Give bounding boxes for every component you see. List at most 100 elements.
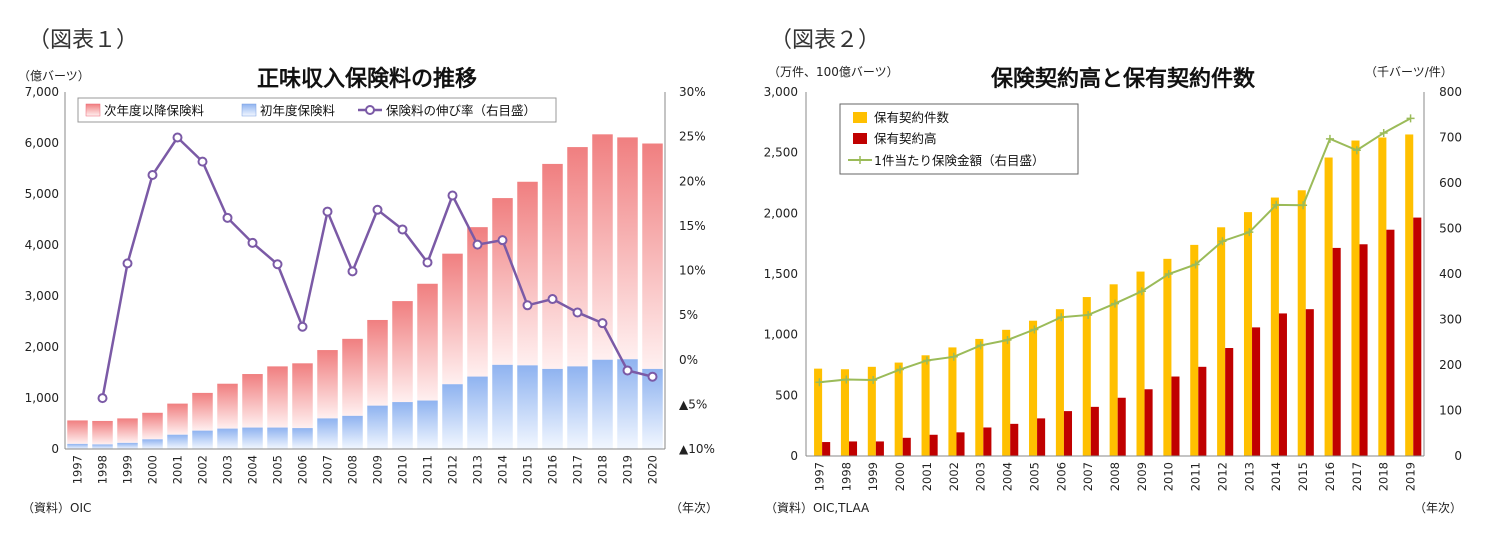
figure-1-y2-tick-label: 15% bbox=[679, 219, 706, 233]
legend-swatch-renewal bbox=[85, 103, 101, 117]
bar-sum-insured bbox=[848, 441, 858, 456]
bar-sum-insured bbox=[1332, 247, 1341, 456]
bar-first-year-premium bbox=[167, 434, 188, 449]
bar-renewal-premium bbox=[317, 350, 338, 419]
growth-rate-point bbox=[122, 258, 133, 269]
amount-per-policy-point bbox=[976, 341, 985, 350]
growth-rate-point bbox=[222, 212, 233, 223]
bar-sum-insured bbox=[1090, 406, 1099, 456]
bar-sum-insured bbox=[1144, 389, 1153, 456]
figure-2-title: 保険契約高と保有契約件数 bbox=[990, 66, 1256, 92]
figure-2-x-tick-label: 2012 bbox=[1215, 462, 1229, 491]
amount-per-policy-point bbox=[1325, 134, 1334, 143]
bar-first-year-premium bbox=[542, 368, 563, 449]
figure-2-x-tick-label: 2002 bbox=[947, 462, 961, 491]
growth-rate-point bbox=[297, 321, 308, 332]
amount-per-policy-point bbox=[842, 375, 851, 384]
figure-2-x-tick-label: 2010 bbox=[1162, 462, 1176, 491]
amount-per-policy-point bbox=[1057, 313, 1066, 322]
figure-2-x-axis: 1997 1998 1999 2000 2001 2002 2003 2004 2005 2006… bbox=[812, 462, 1417, 491]
bar-sum-insured bbox=[1386, 229, 1395, 456]
bar-first-year-premium bbox=[242, 427, 263, 449]
figure-2-x-tick-label: 2004 bbox=[1001, 462, 1015, 491]
figure-2-x-tick-label: 2008 bbox=[1108, 462, 1122, 491]
bar-first-year-premium bbox=[517, 365, 538, 449]
figure-2-label: （図表２） bbox=[770, 28, 880, 53]
bar-renewal-premium bbox=[417, 283, 438, 401]
figure-2-x-tick-label: 2014 bbox=[1269, 462, 1283, 491]
figure-2-x-tick-label: 2009 bbox=[1135, 462, 1149, 491]
bar-policies-in-force bbox=[1082, 297, 1091, 456]
bar-renewal-premium bbox=[617, 137, 638, 360]
bar-policies-in-force bbox=[867, 366, 876, 456]
figure-2-y-tick-label: 1,000 bbox=[764, 328, 798, 342]
amount-per-policy-point bbox=[1164, 270, 1173, 278]
figure-2-y-tick-label: 1,500 bbox=[764, 267, 798, 281]
bar-sum-insured bbox=[1225, 348, 1234, 456]
legend-label-renewal: 次年度以降保険料 bbox=[104, 103, 205, 118]
figure-1-x-tick-label: 2010 bbox=[396, 455, 410, 484]
growth-rate-point bbox=[347, 266, 358, 277]
figure-2-y-tick-label: 0 bbox=[790, 449, 798, 463]
growth-rate-point bbox=[97, 393, 108, 404]
bar-sum-insured bbox=[902, 437, 911, 456]
amount-per-policy-point bbox=[1352, 146, 1361, 155]
growth-rate-point bbox=[397, 224, 408, 235]
figure-1-unit-left: （億バーツ） bbox=[18, 69, 90, 83]
figure-2-right-axis: 0 100 200 300 400 500 600 700 800 bbox=[1439, 85, 1462, 463]
bar-policies-in-force bbox=[1405, 134, 1414, 456]
figure-1-x-tick-label: 2017 bbox=[571, 455, 585, 484]
growth-rate-point bbox=[147, 170, 158, 181]
bar-sum-insured bbox=[1171, 376, 1180, 456]
amount-per-policy-point bbox=[896, 365, 905, 374]
bar-sum-insured bbox=[1037, 418, 1046, 456]
figure-1-y-tick-label: 0 bbox=[51, 442, 59, 456]
amount-per-policy-point bbox=[1379, 128, 1388, 137]
legend-label-growth: 保険料の伸び率（右目盛） bbox=[386, 103, 536, 118]
bar-sum-insured bbox=[983, 427, 992, 456]
figure-2-year-label: （年次） bbox=[1414, 501, 1462, 515]
figure-1-source: （資料）OIC bbox=[22, 501, 91, 515]
figure-1-y2-tick-label: 0% bbox=[679, 353, 698, 367]
bar-renewal-premium bbox=[67, 420, 88, 444]
bar-policies-in-force bbox=[1002, 329, 1011, 456]
amount-per-policy-point bbox=[922, 356, 931, 365]
figure-2-left-axis: 0 500 1,000 1,500 2,000 2,500 3,000 bbox=[764, 85, 798, 463]
figure-1-x-tick-label: 2003 bbox=[221, 455, 235, 484]
figure-1-y-tick-label: 6,000 bbox=[25, 136, 59, 150]
bar-sum-insured bbox=[875, 441, 884, 456]
bar-first-year-premium bbox=[392, 402, 413, 449]
figure-1-year-label: （年次） bbox=[670, 501, 718, 515]
bar-renewal-premium bbox=[117, 418, 138, 443]
figure-2-y2-tick-label: 200 bbox=[1439, 358, 1462, 372]
bar-policies-in-force bbox=[1029, 320, 1038, 456]
growth-rate-point bbox=[572, 307, 583, 318]
bar-first-year-premium bbox=[117, 442, 138, 449]
bar-first-year-premium bbox=[567, 366, 588, 449]
figure-1-y2-tick-label: 10% bbox=[679, 264, 706, 278]
growth-rate-point bbox=[497, 235, 508, 246]
bar-renewal-premium bbox=[342, 338, 363, 416]
bar-sum-insured bbox=[1063, 411, 1073, 456]
bar-policies-in-force bbox=[814, 368, 823, 456]
figure-1-x-tick-label: 2009 bbox=[371, 455, 385, 484]
bar-policies-in-force bbox=[840, 369, 849, 456]
bar-policies-in-force bbox=[1217, 227, 1226, 456]
figure-2-x-tick-label: 2001 bbox=[920, 462, 934, 491]
figure-2-y2-tick-label: 700 bbox=[1439, 131, 1462, 145]
figure-1-y-tick-label: 4,000 bbox=[25, 238, 59, 252]
bar-renewal-premium bbox=[392, 301, 413, 403]
figure-2-x-tick-label: 2013 bbox=[1242, 462, 1256, 491]
growth-rate-point bbox=[647, 371, 658, 382]
bar-renewal-premium bbox=[542, 163, 563, 369]
bar-sum-insured bbox=[1252, 327, 1261, 456]
figure-1-legend-box bbox=[77, 97, 557, 123]
figure-1-y-tick-label: 2,000 bbox=[25, 340, 59, 354]
bar-renewal-premium bbox=[217, 383, 238, 429]
bar-sum-insured bbox=[1359, 244, 1368, 456]
bar-renewal-premium bbox=[642, 143, 663, 369]
figure-2-x-tick-label: 2005 bbox=[1027, 462, 1041, 491]
bar-policies-in-force bbox=[1351, 140, 1360, 457]
bar-first-year-premium bbox=[467, 376, 488, 449]
figure-1-y-tick-label: 3,000 bbox=[25, 289, 59, 303]
